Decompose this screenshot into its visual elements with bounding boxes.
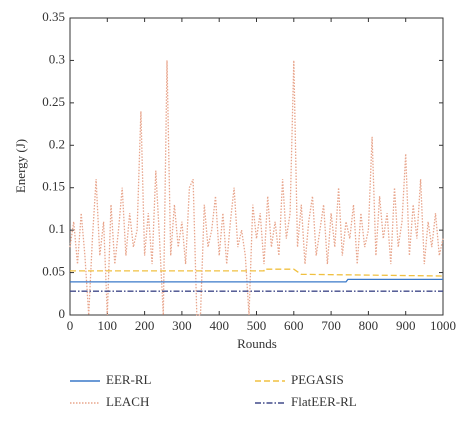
legend-label: EER-RL: [106, 372, 152, 387]
legend-label: PEGASIS: [291, 372, 344, 387]
x-tick-label: 800: [359, 318, 379, 333]
x-tick-label: 300: [172, 318, 192, 333]
y-tick-label: 0.15: [42, 179, 65, 194]
series-line: [70, 268, 444, 277]
y-tick-label: 0.3: [49, 51, 65, 66]
legend-label: LEACH: [106, 394, 149, 409]
x-tick-label: 500: [247, 318, 267, 333]
y-tick-label: 0.05: [42, 264, 65, 279]
series-line: [70, 278, 443, 283]
x-axis-label: Rounds: [237, 336, 277, 351]
y-tick-label: 0.2: [49, 136, 65, 151]
x-tick-label: 200: [135, 318, 155, 333]
series-line: [69, 60, 444, 316]
y-axis-label: Energy (J): [13, 139, 28, 193]
x-tick-label: 100: [98, 318, 118, 333]
x-tick-label: 400: [209, 318, 229, 333]
x-tick-label: 600: [284, 318, 304, 333]
x-tick-label: 0: [67, 318, 74, 333]
y-tick-label: 0.35: [42, 9, 65, 24]
x-tick-label: 1000: [430, 318, 456, 333]
x-tick-label: 900: [396, 318, 416, 333]
y-tick-label: 0.25: [42, 94, 65, 109]
y-tick-label: 0.1: [49, 221, 65, 236]
legend-label: FlatEER-RL: [291, 394, 357, 409]
x-tick-label: 700: [321, 318, 341, 333]
y-tick-label: 0: [59, 306, 66, 321]
